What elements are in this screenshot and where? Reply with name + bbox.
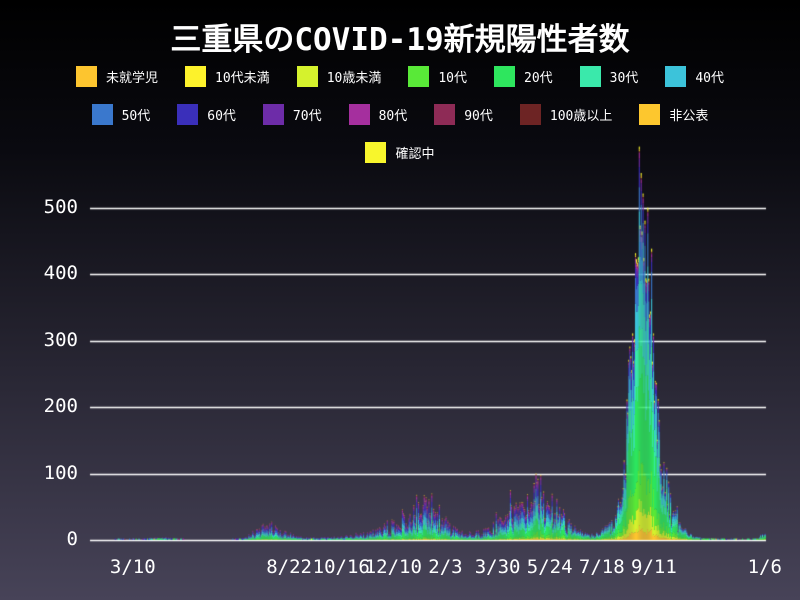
x-axis-tick-label: 7/18 — [578, 556, 625, 578]
legend-label: 非公表 — [669, 109, 709, 124]
legend-row-3: 確認中 — [365, 142, 435, 163]
legend-swatch-icon — [262, 104, 284, 125]
legend-label: 10代未満 — [215, 71, 270, 86]
legend-row-2: 50代 60代 70代 80代 90代 100歳以上 非公表 — [91, 104, 708, 125]
y-axis-tick-label: 300 — [43, 328, 78, 351]
y-axis-tick-label: 500 — [43, 195, 78, 218]
legend-label: 40代 — [695, 71, 724, 86]
legend-label: 10歳未満 — [326, 71, 382, 86]
x-axis-tick-label: 2/3 — [428, 556, 463, 578]
legend-swatch-icon — [408, 66, 430, 87]
legend-swatch-icon — [185, 66, 207, 87]
legend-swatch-icon — [579, 66, 601, 87]
x-axis-tick-label: 1/6 — [747, 556, 782, 578]
legend-row-1: 未就学児 10代未満 10歳未満 10代 20代 30代 40代 — [76, 66, 724, 87]
legend-item: 10歳未満 — [296, 66, 382, 87]
legend-item: 90代 — [434, 104, 493, 125]
y-axis-tick-label: 0 — [66, 528, 78, 550]
legend-item: 10代未満 — [185, 66, 270, 87]
legend-item: 非公表 — [639, 104, 708, 125]
legend-swatch-icon — [91, 104, 113, 125]
legend-item: 40代 — [665, 66, 724, 87]
y-axis-tick-label: 400 — [43, 262, 78, 284]
legend-item: 80代 — [348, 104, 408, 125]
x-axis-tick-label: 8/22 — [266, 556, 312, 578]
x-axis-tick-label: 10/16 — [312, 556, 370, 578]
legend-label: 60代 — [207, 109, 236, 124]
legend-item: 30代 — [579, 66, 639, 87]
legend-item: 未就学児 — [76, 66, 158, 87]
legend-label: 80代 — [378, 109, 408, 124]
legend-label: 30代 — [609, 71, 639, 86]
legend-item: 10代 — [408, 66, 467, 87]
y-axis-tick-label: 100 — [43, 461, 78, 484]
legend-swatch-icon — [76, 66, 98, 87]
legend-label: 確認中 — [395, 147, 435, 162]
legend-label: 20代 — [524, 71, 553, 86]
legend-item: 確認中 — [365, 142, 435, 163]
x-axis-tick-label: 9/11 — [631, 556, 677, 578]
y-axis-tick-label: 200 — [43, 395, 78, 417]
legend-item: 60代 — [177, 104, 236, 125]
legend-swatch-icon — [348, 104, 370, 125]
legend-swatch-icon — [296, 66, 318, 87]
legend-swatch-icon — [639, 104, 661, 125]
legend-label: 10代 — [438, 71, 467, 86]
legend-swatch-icon — [665, 66, 687, 87]
legend-item: 20代 — [494, 66, 553, 87]
legend-item: 70代 — [262, 104, 322, 125]
legend-label: 90代 — [464, 109, 493, 124]
x-axis-tick-label: 5/24 — [526, 556, 573, 578]
x-axis-tick-label: 3/30 — [474, 556, 521, 578]
legend-swatch-icon — [434, 104, 456, 125]
legend-item: 100歳以上 — [519, 104, 613, 125]
legend-label: 100歳以上 — [549, 109, 613, 124]
legend-swatch-icon — [519, 104, 541, 125]
legend-label: 70代 — [292, 109, 322, 124]
legend-label: 未就学児 — [106, 71, 159, 86]
x-axis-tick-label: 12/10 — [364, 556, 422, 578]
legend-swatch-icon — [494, 66, 515, 87]
legend-label: 50代 — [121, 109, 151, 124]
x-axis-tick-label: 3/10 — [109, 556, 156, 578]
legend: 未就学児 10代未満 10歳未満 10代 20代 30代 40代 50代 60代 70代 80代 90… — [0, 66, 800, 163]
legend-swatch-icon — [365, 142, 387, 163]
legend-swatch-icon — [177, 104, 199, 125]
legend-item: 50代 — [91, 104, 151, 125]
